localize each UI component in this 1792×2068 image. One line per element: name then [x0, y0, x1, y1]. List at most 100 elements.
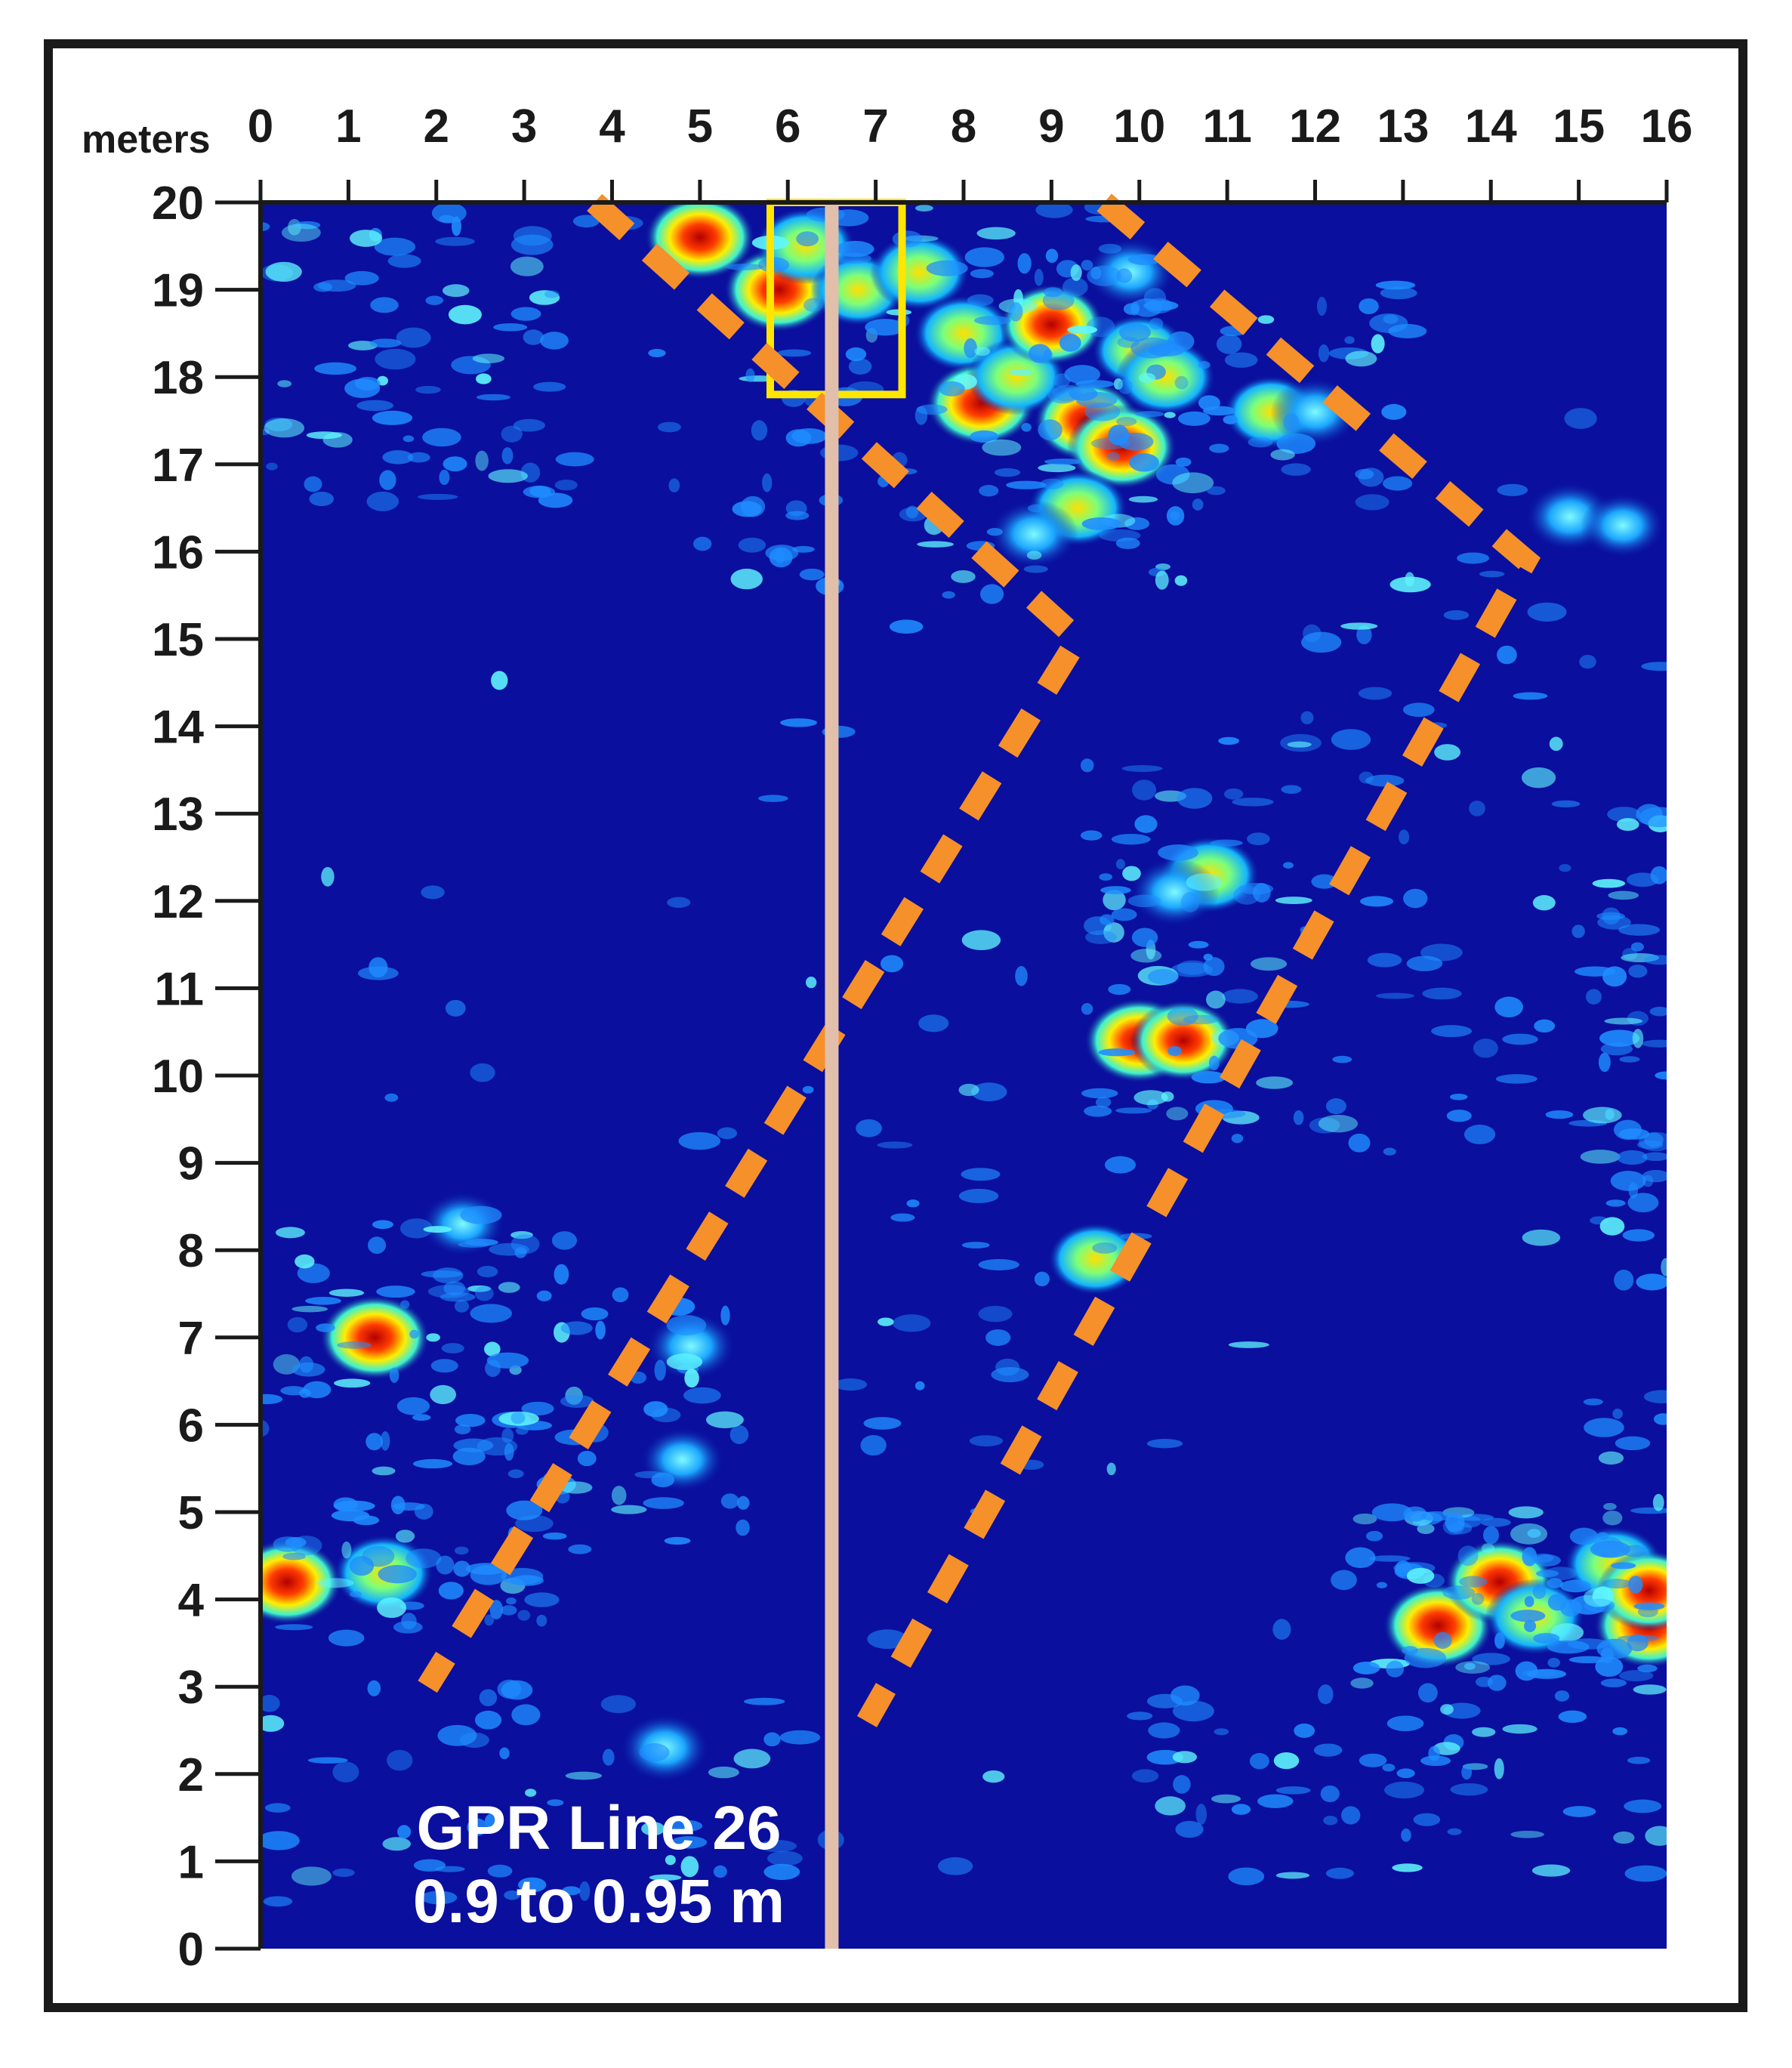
speckle	[1515, 1661, 1538, 1681]
speckle	[1600, 1042, 1633, 1056]
speckle	[376, 1286, 415, 1298]
speckle	[720, 1305, 730, 1326]
speckle	[382, 1837, 412, 1851]
speckle	[769, 547, 793, 568]
speckle	[1059, 333, 1081, 352]
y-tick-label: 6	[178, 1400, 204, 1452]
speckle	[500, 1605, 517, 1616]
speckle	[1070, 264, 1082, 281]
speckle	[890, 1213, 915, 1222]
speckle	[1401, 1828, 1411, 1842]
speckle	[1275, 1872, 1310, 1879]
speckle	[785, 500, 807, 517]
speckle	[1174, 375, 1189, 390]
speckle	[1015, 965, 1028, 986]
speckle	[577, 1450, 597, 1467]
speckle	[1208, 1055, 1220, 1071]
speckle	[1146, 1439, 1183, 1449]
x-tick-label: 13	[1377, 100, 1429, 153]
speckle	[1396, 1768, 1415, 1779]
speckle	[525, 1789, 537, 1797]
speckle	[1522, 1229, 1561, 1246]
speckle	[510, 1411, 526, 1424]
speckle	[291, 1866, 332, 1886]
speckle	[422, 427, 461, 447]
speckle	[1026, 551, 1042, 560]
speckle	[1457, 1545, 1479, 1566]
speckle	[1584, 1418, 1624, 1437]
speckle	[1167, 1045, 1182, 1057]
y-tick-label: 11	[154, 963, 204, 1015]
speckle	[1559, 864, 1571, 872]
speckle	[334, 1378, 371, 1388]
speckle	[1009, 369, 1033, 376]
speckle	[1340, 1806, 1361, 1825]
speckle	[313, 282, 332, 292]
speckle	[1531, 1864, 1571, 1877]
speckle	[1177, 411, 1211, 426]
speckle	[1376, 1582, 1388, 1588]
speckle	[515, 1426, 529, 1435]
speckle	[366, 491, 399, 511]
speckle	[554, 480, 578, 491]
speckle	[1118, 432, 1154, 451]
speckle	[322, 432, 353, 448]
speckle	[736, 1495, 750, 1510]
speckle	[1392, 1863, 1423, 1872]
speckle	[349, 1556, 375, 1576]
speckle	[524, 1592, 560, 1607]
speckle	[1471, 1592, 1485, 1605]
speckle	[515, 1514, 554, 1532]
speckle	[961, 930, 1001, 951]
speckle	[453, 1560, 471, 1577]
speckle	[1554, 1690, 1570, 1702]
speckle	[295, 1254, 315, 1269]
speckle	[1611, 1562, 1636, 1570]
speckle	[1481, 1543, 1495, 1554]
speckle	[1510, 1830, 1544, 1838]
speckle	[1138, 372, 1156, 383]
speckle	[1098, 1048, 1136, 1057]
speckle	[867, 1629, 908, 1650]
speckle	[1469, 800, 1485, 816]
speckle	[1532, 1584, 1547, 1600]
speckle	[389, 1367, 399, 1383]
speckle	[380, 1431, 390, 1451]
speckle	[863, 1417, 902, 1430]
speckle	[261, 1394, 283, 1405]
depth-label: 0.9 to 0.95 m	[413, 1867, 785, 1936]
speckle	[370, 297, 399, 313]
y-tick-label: 13	[152, 789, 204, 841]
speckle	[836, 240, 874, 258]
speckle	[441, 1343, 464, 1353]
speckle	[425, 295, 444, 305]
speckle	[454, 1424, 471, 1435]
speckle	[572, 215, 600, 228]
speckle	[1223, 415, 1238, 424]
speckle	[767, 1850, 803, 1866]
speckle	[1403, 888, 1428, 909]
speckle	[542, 1532, 567, 1540]
speckle	[665, 1854, 676, 1866]
speckle	[1431, 1025, 1473, 1038]
speckle	[510, 234, 554, 255]
speckle	[986, 528, 1003, 536]
speckle	[1038, 419, 1063, 440]
speckle	[1118, 323, 1151, 342]
speckle	[762, 473, 773, 492]
speckle	[1532, 1553, 1554, 1563]
x-tick-label: 10	[1113, 100, 1165, 153]
speckle	[353, 1515, 380, 1526]
speckle	[1103, 922, 1124, 943]
speckle	[397, 1825, 412, 1839]
speckle	[1320, 1785, 1340, 1803]
x-tick-label: 7	[862, 100, 888, 153]
speckle	[974, 347, 991, 356]
speckle	[1610, 1171, 1646, 1191]
speckle	[374, 237, 416, 256]
speckle	[344, 270, 379, 286]
speckle	[1044, 458, 1082, 465]
speckle	[1247, 832, 1270, 846]
speckle	[916, 404, 948, 415]
